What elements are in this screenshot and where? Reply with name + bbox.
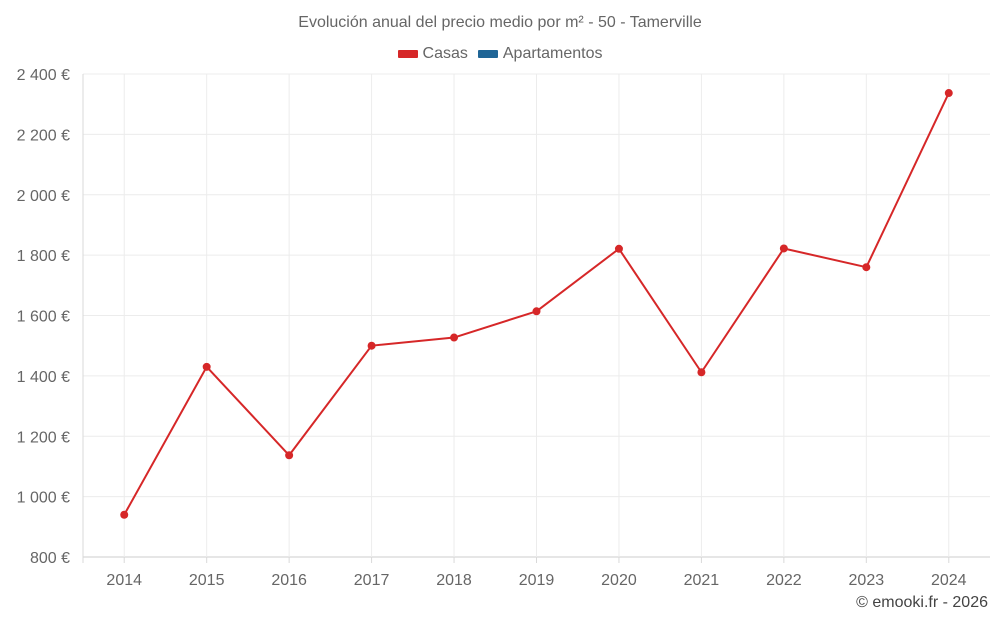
x-tick-label: 2020 bbox=[601, 572, 637, 589]
data-point bbox=[450, 334, 458, 342]
y-tick-label: 2 400 € bbox=[17, 67, 70, 84]
data-point bbox=[368, 342, 376, 350]
data-point bbox=[120, 511, 128, 519]
x-tick-label: 2014 bbox=[106, 572, 142, 589]
x-tick-label: 2024 bbox=[931, 572, 967, 589]
x-tick-label: 2021 bbox=[684, 572, 720, 589]
y-tick-label: 1 200 € bbox=[17, 429, 70, 446]
x-tick-label: 2017 bbox=[354, 572, 390, 589]
x-tick-label: 2022 bbox=[766, 572, 802, 589]
data-point bbox=[945, 89, 953, 97]
x-tick-label: 2016 bbox=[271, 572, 307, 589]
data-point bbox=[862, 263, 870, 271]
data-point bbox=[697, 368, 705, 376]
x-tick-label: 2023 bbox=[849, 572, 885, 589]
data-point bbox=[203, 363, 211, 371]
data-point bbox=[285, 451, 293, 459]
data-point bbox=[780, 244, 788, 252]
y-tick-label: 1 800 € bbox=[17, 248, 70, 265]
x-tick-label: 2019 bbox=[519, 572, 555, 589]
credit-text: © emooki.fr - 2026 bbox=[856, 594, 988, 612]
y-tick-label: 1 600 € bbox=[17, 309, 70, 326]
y-tick-label: 800 € bbox=[30, 550, 70, 567]
y-tick-label: 1 400 € bbox=[17, 369, 70, 386]
x-tick-label: 2015 bbox=[189, 572, 225, 589]
y-tick-label: 1 000 € bbox=[17, 490, 70, 507]
data-point bbox=[533, 307, 541, 315]
y-tick-label: 2 000 € bbox=[17, 188, 70, 205]
data-point bbox=[615, 245, 623, 253]
y-tick-label: 2 200 € bbox=[17, 127, 70, 144]
x-tick-label: 2018 bbox=[436, 572, 472, 589]
